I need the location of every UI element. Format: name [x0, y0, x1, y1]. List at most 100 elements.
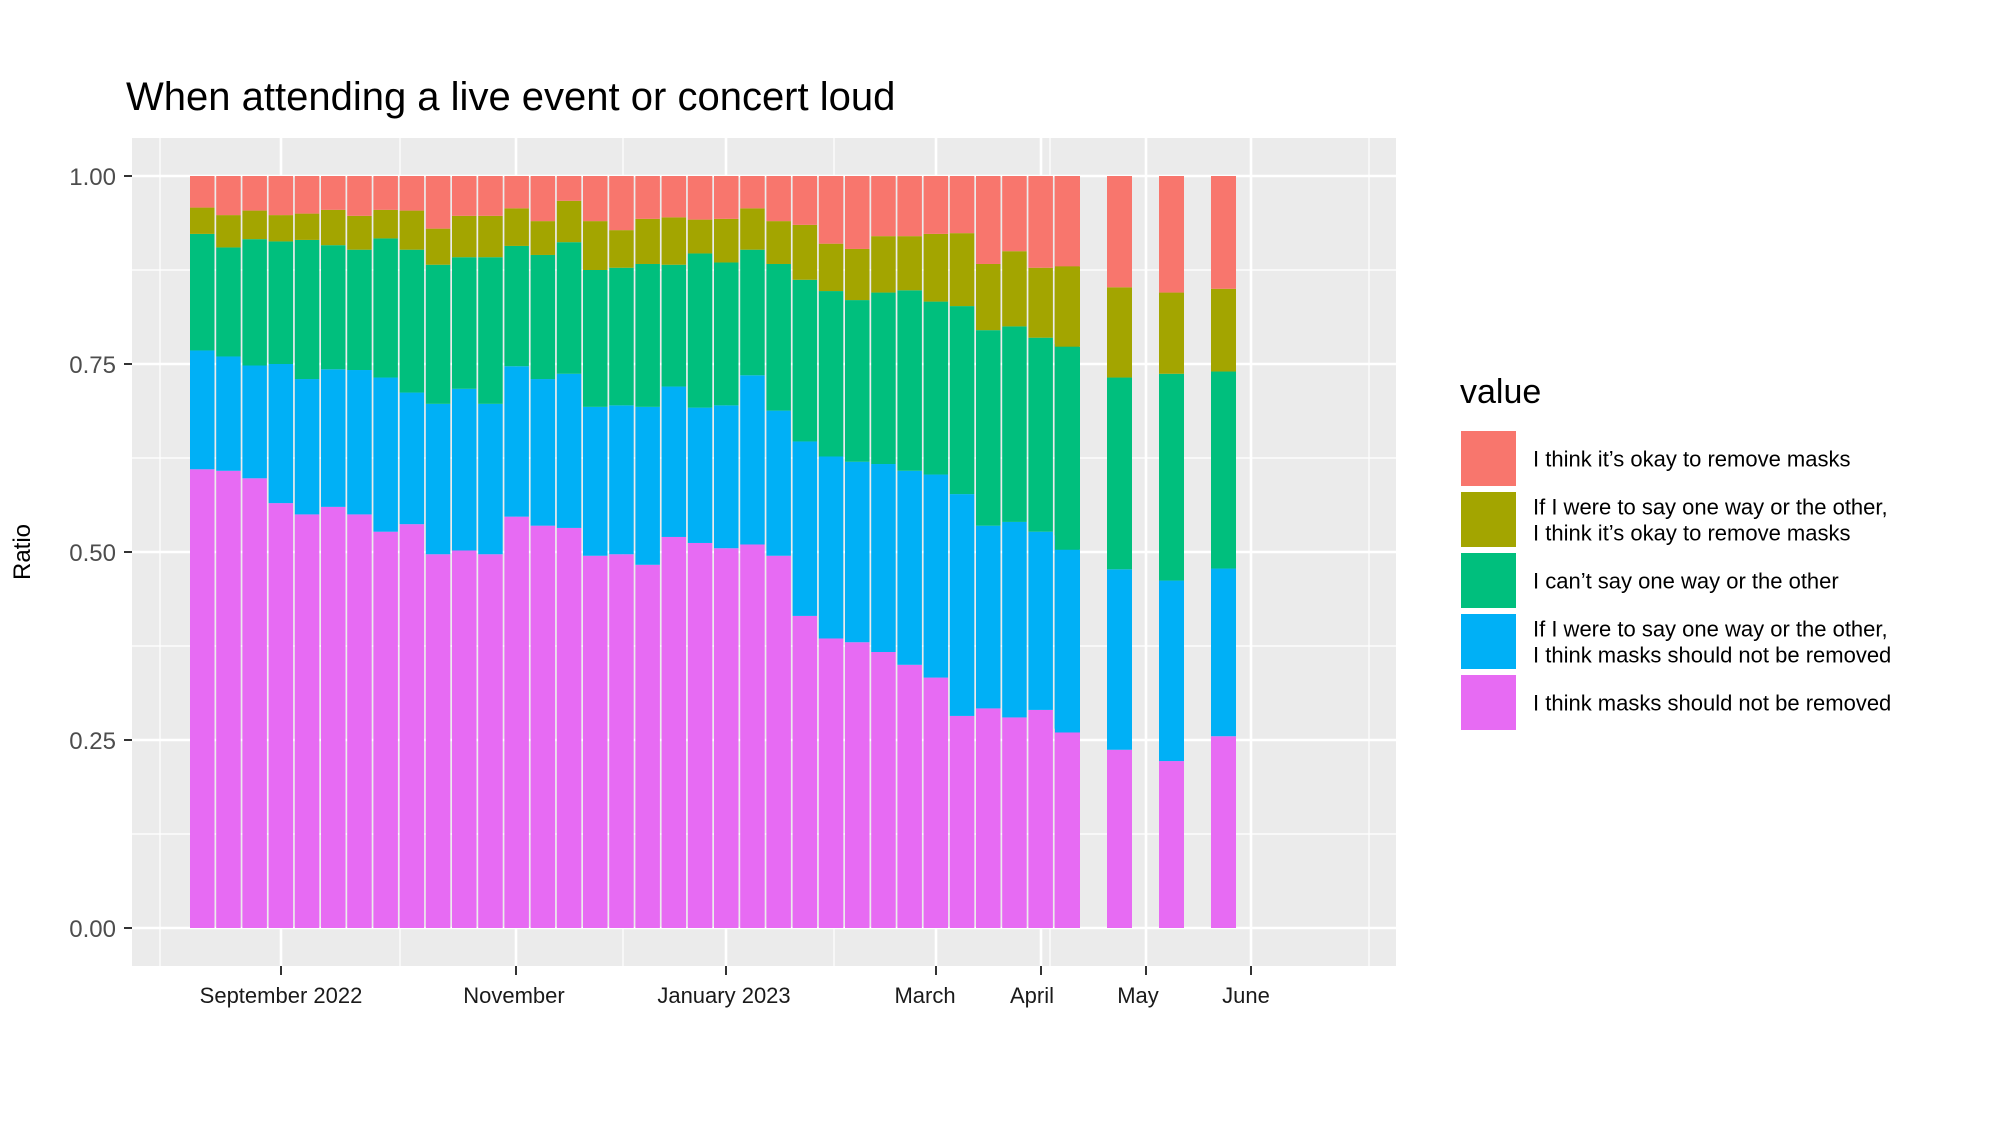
bar-segment	[452, 215, 477, 258]
bar-segment	[478, 176, 503, 216]
bar-segment	[766, 555, 791, 928]
bar-segment	[583, 176, 608, 222]
bar-segment	[635, 564, 660, 928]
bar-segment	[949, 306, 975, 495]
bar-segment	[530, 221, 556, 255]
y-tick-label: 0.25	[69, 728, 116, 755]
bar-segment	[792, 176, 818, 225]
bar-segment	[1159, 580, 1184, 762]
bar-segment	[373, 238, 398, 378]
x-tick-label: May	[1117, 983, 1159, 1008]
bar-segment	[871, 176, 896, 237]
bar-segment	[321, 245, 346, 370]
bar-segment	[1211, 176, 1236, 289]
bar-segment	[897, 236, 922, 291]
bar-segment	[504, 516, 529, 928]
bar-segment	[897, 290, 922, 471]
bar-segment	[452, 257, 477, 389]
bar-segment	[1028, 709, 1053, 928]
bar-segment	[190, 350, 215, 470]
bar-segment	[399, 249, 425, 393]
bar-segment	[425, 554, 451, 928]
bar-segment	[1211, 568, 1236, 737]
bar-segment	[792, 224, 818, 280]
bar-segment	[294, 379, 320, 515]
bar-segment	[609, 554, 634, 928]
bar-segment	[504, 366, 529, 517]
bar-segment	[923, 301, 949, 475]
bar-segment	[425, 264, 451, 404]
bar-segment	[635, 218, 660, 264]
bar-segment	[190, 176, 215, 208]
bar-segment	[242, 176, 267, 211]
bar-segment	[1055, 176, 1080, 267]
bar-segment	[425, 228, 451, 265]
bar-segment	[714, 218, 739, 263]
bar-segment	[1107, 749, 1132, 928]
bar-segment	[609, 405, 634, 555]
bar-segment	[583, 406, 608, 556]
bar-segment	[530, 176, 556, 222]
bar-segment	[478, 403, 503, 555]
bar-segment	[216, 356, 241, 471]
bar-segment	[1055, 346, 1080, 550]
bar-segment	[1028, 176, 1053, 268]
bar-segment	[1107, 569, 1132, 750]
bar-segment	[740, 176, 765, 209]
bar-segment	[1211, 736, 1236, 928]
bar-segment	[687, 176, 713, 220]
bar-segment	[845, 642, 870, 928]
legend-key	[1459, 490, 1518, 549]
bar-segment	[242, 478, 267, 928]
y-tick-label: 0.50	[69, 540, 116, 567]
bar-segment	[478, 257, 503, 404]
bar-segment	[1107, 377, 1132, 570]
bar-segment	[845, 300, 870, 462]
bar-segment	[294, 213, 320, 240]
bar-segment	[845, 248, 870, 301]
bar-segment	[478, 215, 503, 258]
bar-segment	[1028, 531, 1053, 710]
legend-label: I can’t say one way or the other	[1533, 569, 1839, 594]
axes: 0.00 0.25 0.50 0.75 1.00 September 2022 Novemb…	[69, 164, 1270, 1008]
legend-label: If I were to say one way or the other,	[1533, 495, 1888, 520]
bar-segment	[321, 176, 346, 210]
bar-segment	[478, 554, 503, 928]
bar-segment	[818, 176, 844, 244]
bar-segment	[661, 536, 687, 928]
bar-segment	[740, 544, 765, 928]
bar-segment	[347, 215, 372, 250]
bar-segment	[399, 176, 425, 211]
bar-segment	[792, 279, 818, 442]
bar-segment	[373, 176, 398, 210]
bar-segment	[216, 470, 241, 928]
bar-segment	[347, 249, 372, 371]
bar-segment	[556, 242, 582, 374]
bar-segment	[1159, 761, 1184, 928]
bar-segment	[766, 410, 791, 556]
bar-segment	[818, 291, 844, 457]
bar-segment	[268, 241, 294, 364]
bar-segment	[845, 461, 870, 643]
bar-segment	[766, 221, 791, 264]
legend-key	[1459, 429, 1518, 488]
bar-segment	[583, 270, 608, 407]
bar-segment	[687, 253, 713, 408]
legend-key	[1459, 673, 1518, 732]
legend-label: I think it’s okay to remove masks	[1533, 521, 1851, 546]
bar-segment	[818, 243, 844, 292]
bar-segment	[452, 176, 477, 216]
bar-segment	[556, 527, 582, 928]
bar-segment	[556, 176, 582, 201]
bar-segment	[294, 514, 320, 928]
bar-segment	[976, 330, 1001, 526]
bar-segment	[1002, 717, 1027, 928]
bar-segment	[635, 176, 660, 219]
bar-segment	[923, 677, 949, 928]
bar-segment	[321, 369, 346, 507]
bar-segment	[661, 217, 687, 265]
legend-label: If I were to say one way or the other,	[1533, 617, 1888, 642]
bar-segment	[583, 221, 608, 270]
x-tick-label: November	[463, 983, 564, 1008]
